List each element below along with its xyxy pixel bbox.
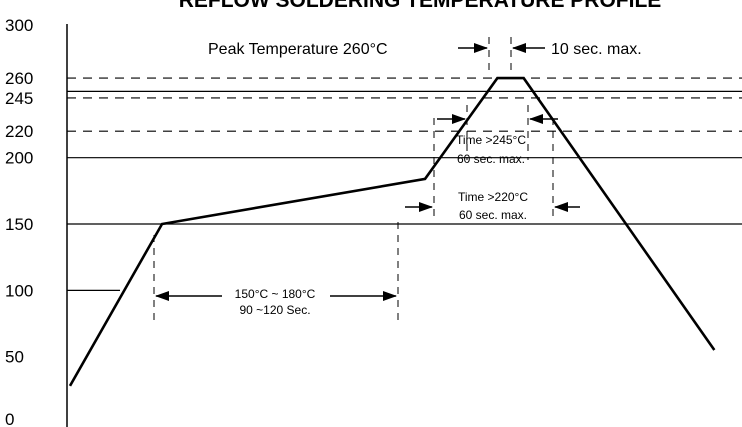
time-220-label-line1: Time >220°C <box>458 190 528 204</box>
y-tick-label-260: 260 <box>5 69 33 88</box>
time-220-label-line2: 60 sec. max. <box>459 208 527 222</box>
y-tick-label-50: 50 <box>5 348 24 367</box>
y-tick-label-150: 150 <box>5 215 33 234</box>
soak-label-line1: 150°C ~ 180°C <box>235 287 316 301</box>
time-245-label-line1: Time >245°C <box>456 133 526 147</box>
peak-temperature-label: Peak Temperature 260°C <box>208 41 388 58</box>
y-tick-label-245: 245 <box>5 89 33 108</box>
y-tick-label-200: 200 <box>5 149 33 168</box>
y-tick-label-100: 100 <box>5 281 33 300</box>
peak-time-label: 10 sec. max. <box>551 41 642 58</box>
y-tick-label-0: 0 <box>5 410 14 427</box>
soak-label-line2: 90 ~120 Sec. <box>239 303 310 317</box>
chart-title: REFLOW SOLDERING TEMPERATURE PROFILE <box>179 0 662 12</box>
y-tick-label-220: 220 <box>5 122 33 141</box>
temperature-profile-line <box>68 76 716 387</box>
y-tick-label-300: 300 <box>5 16 33 35</box>
time-245-label-line2: 60 sec. max. <box>457 152 525 166</box>
